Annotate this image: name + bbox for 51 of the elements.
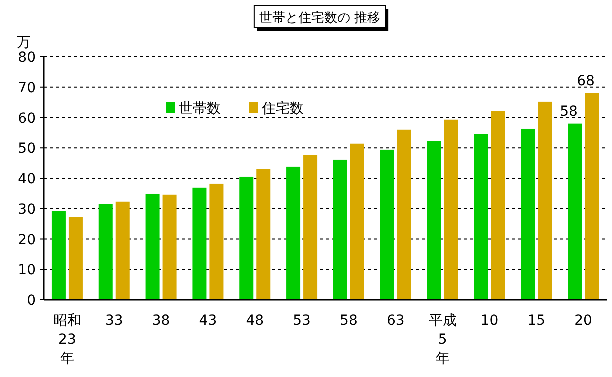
y-axis-title: 万	[17, 35, 31, 51]
bar	[521, 128, 536, 300]
data-label: 68	[577, 73, 595, 90]
x-tick-label: 33	[105, 313, 124, 329]
bar	[146, 194, 160, 300]
x-tick-label: 58	[340, 313, 358, 329]
bar	[333, 160, 348, 300]
legend-label: 住宅数	[261, 101, 304, 117]
x-tick-label: 15	[528, 313, 546, 329]
y-tick-label: 30	[18, 202, 36, 218]
bar	[68, 217, 83, 300]
legend-label: 世帯数	[179, 101, 221, 117]
x-tick-label: 63	[386, 313, 405, 329]
x-tick-label: 20	[574, 313, 592, 329]
bar	[585, 93, 600, 300]
bar	[444, 120, 458, 300]
bar	[162, 194, 177, 300]
x-tick-label: 昭和 23 年	[53, 313, 82, 367]
y-tick-label: 10	[18, 262, 36, 279]
bar	[256, 169, 271, 300]
bar	[427, 141, 442, 300]
chart-title: 世帯と住宅数の 推移	[259, 10, 381, 26]
data-label: 58	[560, 104, 578, 120]
bar	[380, 150, 394, 300]
bar	[538, 102, 552, 300]
x-tick-label: 43	[199, 313, 218, 329]
bar	[52, 211, 66, 300]
bar	[240, 176, 254, 300]
y-tick-label: 20	[18, 232, 36, 248]
y-tick-label: 60	[18, 110, 36, 127]
y-tick-label: 70	[18, 80, 36, 96]
bar	[350, 144, 364, 300]
bar	[210, 184, 224, 300]
x-tick-label: 平成 5 年	[428, 313, 457, 367]
bar	[116, 202, 130, 300]
bar	[192, 188, 207, 300]
x-tick-label: 48	[246, 313, 264, 329]
y-tick-label: 80	[18, 50, 36, 66]
bar	[98, 204, 113, 300]
y-tick-label: 0	[27, 293, 36, 309]
x-tick-label: 38	[152, 313, 170, 329]
x-tick-label: 53	[293, 313, 311, 329]
bar	[286, 166, 301, 300]
bar	[474, 134, 488, 300]
x-tick-label: 10	[480, 313, 499, 329]
bar	[568, 124, 582, 300]
y-tick-label: 40	[18, 172, 36, 188]
y-tick-label: 50	[18, 141, 36, 158]
bar	[491, 111, 506, 300]
bar	[397, 130, 412, 300]
bar	[304, 155, 318, 300]
